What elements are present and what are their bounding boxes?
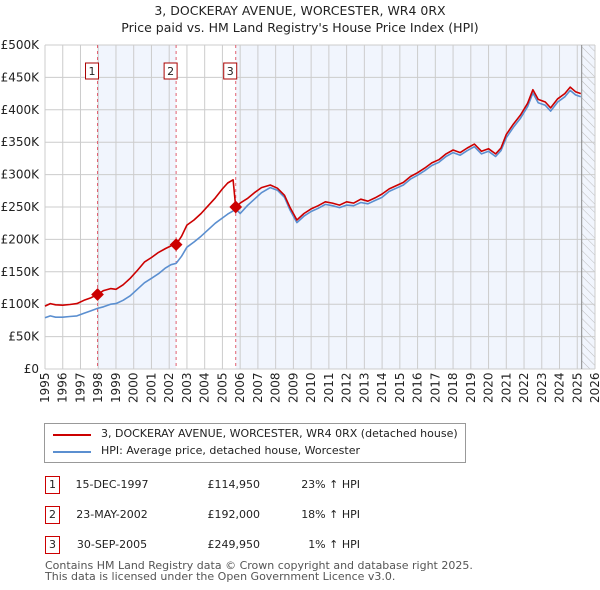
sale-point-marker [169, 238, 183, 251]
x-tick-label: 2023 [535, 372, 549, 403]
sale-number-box [223, 62, 238, 80]
transaction-date: 23-MAY-2002 [76, 508, 148, 521]
transaction-marker: 2 [45, 506, 60, 524]
transaction-price: £249,950 [207, 538, 261, 551]
x-tick-label: 2006 [233, 372, 247, 403]
x-tick-label: 2010 [304, 372, 318, 403]
y-tick-label: £250K [1, 200, 41, 214]
transaction-price: £192,000 [207, 508, 261, 521]
x-tick-label: 1998 [91, 372, 105, 403]
x-tick-label: 2026 [588, 372, 600, 403]
sale-number-box [163, 62, 178, 80]
y-tick-label: £50K [8, 330, 40, 344]
legend-swatch-blue [53, 451, 91, 453]
y-tick-label: £500K [1, 38, 41, 52]
property-price-line [44, 86, 582, 307]
x-tick-label: 2018 [446, 372, 460, 403]
price-chart: £0 £50K £100K £150K £200K £250K £300K £350K £400… [1, 38, 600, 403]
sale-point-marker [229, 200, 243, 214]
x-tick-label: 2000 [127, 372, 141, 403]
sale-number-label: 3 [227, 65, 234, 78]
sale-number-label: 2 [167, 65, 174, 78]
transaction-date: 30-SEP-2005 [76, 538, 148, 551]
transaction-hpi-diff: 1% ↑ HPI [308, 538, 360, 551]
transaction-price: £114,950 [207, 478, 261, 491]
x-tick-label: 2003 [180, 372, 194, 403]
x-tick-label: 2022 [517, 372, 531, 403]
x-tick-label: 2025 [570, 372, 584, 403]
legend-swatch-red [53, 434, 91, 436]
transaction-hpi-diff: 23% ↑ HPI [301, 478, 360, 491]
sale-point-marker [91, 288, 104, 301]
transaction-row: 2 23-MAY-2002 £192,000 18% ↑ HPI [0, 506, 600, 526]
y-tick-label: £150K [1, 265, 41, 279]
x-tick-label: 1995 [38, 372, 52, 403]
transaction-hpi-diff: 18% ↑ HPI [301, 508, 360, 521]
x-tick-label: 1997 [73, 372, 87, 403]
x-tick-label: 2011 [322, 372, 336, 403]
y-tick-label: £200K [1, 232, 41, 246]
chart-title: 3, DOCKERAY AVENUE, WORCESTER, WR4 0RX [154, 3, 446, 18]
x-tick-label: 2012 [340, 372, 354, 403]
x-tick-label: 2021 [499, 372, 513, 403]
x-tick-label: 1999 [109, 372, 123, 403]
y-tick-label: £0 [24, 362, 39, 376]
transaction-marker: 1 [45, 476, 60, 494]
x-tick-label: 2015 [393, 372, 407, 403]
x-tick-label: 2008 [269, 372, 283, 403]
transaction-row: 1 15-DEC-1997 £114,950 23% ↑ HPI [0, 476, 600, 496]
x-tick-label: 2016 [411, 372, 425, 403]
y-tick-label: £400K [1, 103, 41, 117]
footer-copyright: Contains HM Land Registry data © Crown c… [45, 559, 473, 572]
sale-number-box [85, 62, 100, 80]
x-tick-label: 2004 [198, 372, 212, 403]
transaction-date: 15-DEC-1997 [75, 478, 149, 491]
y-tick-label: £450K [1, 70, 41, 84]
sale-number-label: 1 [89, 65, 96, 78]
x-tick-label: 2020 [482, 372, 496, 403]
footer: Contains HM Land Registry data © Crown c… [45, 560, 473, 582]
chart-subtitle: Price paid vs. HM Land Registry's House … [121, 20, 479, 35]
legend: 3, DOCKERAY AVENUE, WORCESTER, WR4 0RX (… [44, 423, 466, 463]
y-tick-label: £300K [1, 168, 41, 182]
x-tick-label: 2001 [144, 372, 158, 403]
x-tick-label: 2005 [215, 372, 229, 403]
x-tick-label: 2013 [357, 372, 371, 403]
x-tick-label: 1996 [56, 372, 70, 403]
x-tick-label: 2017 [428, 372, 442, 403]
y-tick-label: £350K [1, 135, 41, 149]
footer-licence: This data is licensed under the Open Gov… [45, 570, 396, 583]
x-tick-label: 2009 [286, 372, 300, 403]
x-tick-label: 2002 [162, 372, 176, 403]
x-tick-label: 2024 [553, 372, 567, 403]
x-tick-label: 2007 [251, 372, 265, 403]
legend-label: HPI: Average price, detached house, Worc… [101, 444, 361, 457]
transaction-marker: 3 [45, 536, 60, 554]
hpi-line [44, 89, 582, 319]
transaction-row: 3 30-SEP-2005 £249,950 1% ↑ HPI [0, 536, 600, 556]
y-tick-label: £100K [1, 297, 41, 311]
x-tick-label: 2014 [375, 372, 389, 403]
x-tick-label: 2019 [464, 372, 478, 403]
legend-label: 3, DOCKERAY AVENUE, WORCESTER, WR4 0RX (… [101, 427, 458, 440]
